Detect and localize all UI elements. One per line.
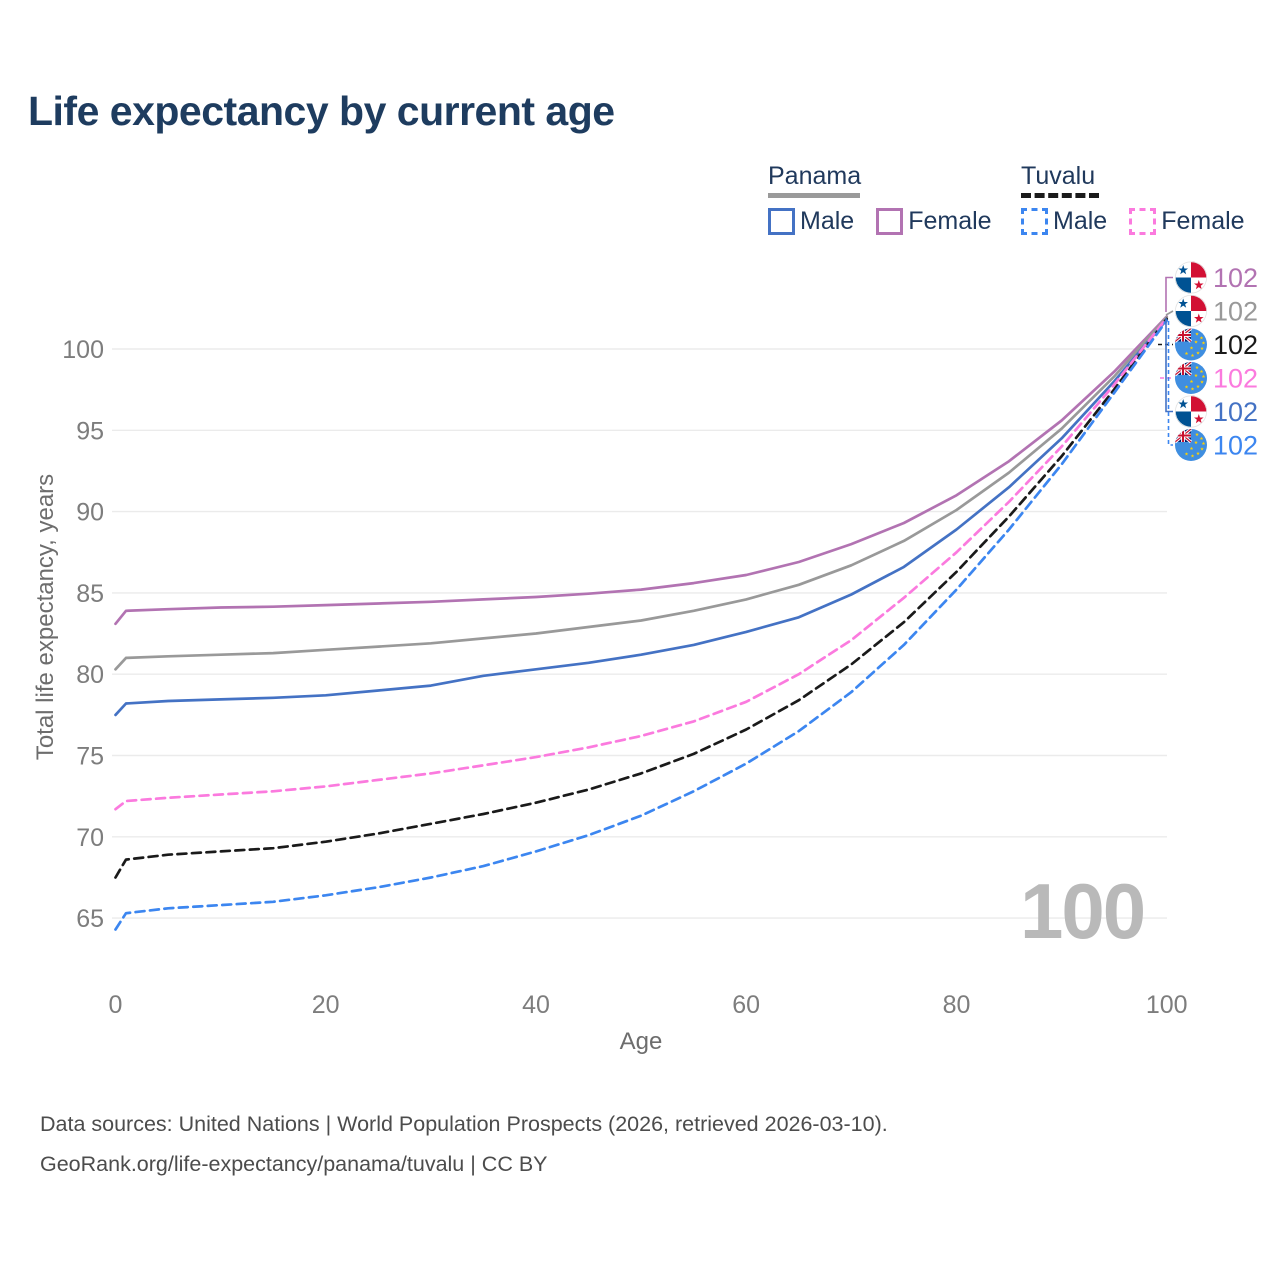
- panama-female-swatch: [876, 208, 904, 235]
- end-label-row-tuvalu-both[interactable]: 102: [1175, 329, 1258, 361]
- series-line-tuvalu-male[interactable]: [114, 319, 1169, 931]
- x-axis-title: Age: [619, 1028, 663, 1055]
- grid-layer: [112, 348, 1167, 919]
- legend-label-tuvalu-male: Male: [1053, 207, 1108, 235]
- x-tick-label: 40: [522, 991, 550, 1019]
- end-label-leader: [1167, 321, 1173, 446]
- legend-item-panama-female[interactable]: Female: [876, 207, 992, 236]
- panama-male-swatch: [768, 208, 795, 235]
- panama-flag-icon: [1175, 295, 1207, 327]
- tuvalu-line-style-swatch: [1021, 193, 1099, 198]
- series-layer: [114, 315, 1169, 931]
- axis-layer: 65 70 75 80 85 90 95 100 0 20 40 60 80 100: [62, 336, 1187, 1019]
- legend-country-tuvalu: Tuvalu: [1021, 162, 1096, 190]
- x-tick-label: 0: [109, 991, 123, 1019]
- end-label-row-tuvalu-female[interactable]: 102: [1175, 362, 1258, 394]
- legend-country-panama: Panama: [768, 162, 862, 190]
- footer: Data sources: United Nations | World Pop…: [40, 1104, 888, 1184]
- legend-item-tuvalu-female[interactable]: Female: [1129, 207, 1245, 236]
- tuvalu-female-swatch: [1129, 208, 1157, 235]
- end-label-value: 102: [1213, 297, 1258, 327]
- tuvalu-flag-icon: [1175, 429, 1207, 461]
- y-tick-label: 75: [76, 743, 104, 771]
- footer-data-sources: Data sources: United Nations | World Pop…: [40, 1112, 888, 1136]
- legend-label-panama-female: Female: [908, 207, 992, 235]
- x-tick-label: 100: [1146, 991, 1188, 1019]
- series-line-tuvalu-female[interactable]: [114, 316, 1169, 811]
- page-title: Life expectancy by current age: [28, 88, 615, 134]
- y-tick-label: 90: [76, 499, 104, 527]
- end-label-value: 102: [1213, 397, 1258, 427]
- end-label-row-tuvalu-male[interactable]: 102: [1175, 429, 1258, 461]
- panama-flag-icon: [1175, 262, 1207, 294]
- y-tick-label: 80: [76, 661, 104, 689]
- y-tick-label: 85: [76, 580, 104, 608]
- series-line-tuvalu-both[interactable]: [114, 317, 1169, 879]
- legend-item-panama-male[interactable]: Male: [768, 207, 854, 236]
- tuvalu-male-swatch: [1021, 208, 1048, 235]
- series-line-panama-female[interactable]: [114, 315, 1169, 626]
- end-label-leader: [1165, 318, 1173, 413]
- series-line-panama-male[interactable]: [114, 318, 1169, 717]
- tuvalu-flag-icon: [1175, 329, 1207, 361]
- end-label-leader: [1165, 276, 1173, 312]
- y-tick-label: 95: [76, 417, 104, 445]
- x-tick-label: 80: [943, 991, 971, 1019]
- y-tick-label: 100: [62, 336, 104, 364]
- age-counter-watermark: 100: [1020, 867, 1146, 955]
- legend-group-tuvalu: Tuvalu Male Female: [1021, 163, 1267, 236]
- legend-label-tuvalu-female: Female: [1161, 207, 1245, 235]
- series-line-panama-both[interactable]: [114, 315, 1169, 671]
- panama-flag-icon: [1175, 396, 1207, 428]
- footer-attribution: GeoRank.org/life-expectancy/panama/tuval…: [40, 1152, 548, 1176]
- tuvalu-flag-icon: [1175, 362, 1207, 394]
- y-tick-label: 70: [76, 824, 104, 852]
- y-axis-title: Total life expectancy, years: [32, 473, 59, 761]
- end-label-row-panama-both[interactable]: 102: [1175, 295, 1258, 327]
- end-label-leader: [1165, 310, 1174, 316]
- x-tick-label: 20: [312, 991, 340, 1019]
- y-tick-label: 65: [76, 905, 104, 933]
- end-label-value: 102: [1213, 263, 1258, 293]
- end-label-row-panama-male[interactable]: 102: [1175, 396, 1258, 428]
- legend-group-panama: Panama Male Female: [768, 163, 1014, 236]
- panama-line-style-swatch: [768, 193, 860, 198]
- end-label-row-panama-female[interactable]: 102: [1175, 262, 1258, 294]
- legend-item-tuvalu-male[interactable]: Male: [1021, 207, 1107, 236]
- end-label-value: 102: [1213, 364, 1258, 394]
- end-label-value: 102: [1213, 330, 1258, 360]
- end-label-value: 102: [1213, 431, 1258, 461]
- x-tick-label: 60: [732, 991, 760, 1019]
- legend-label-panama-male: Male: [800, 207, 855, 235]
